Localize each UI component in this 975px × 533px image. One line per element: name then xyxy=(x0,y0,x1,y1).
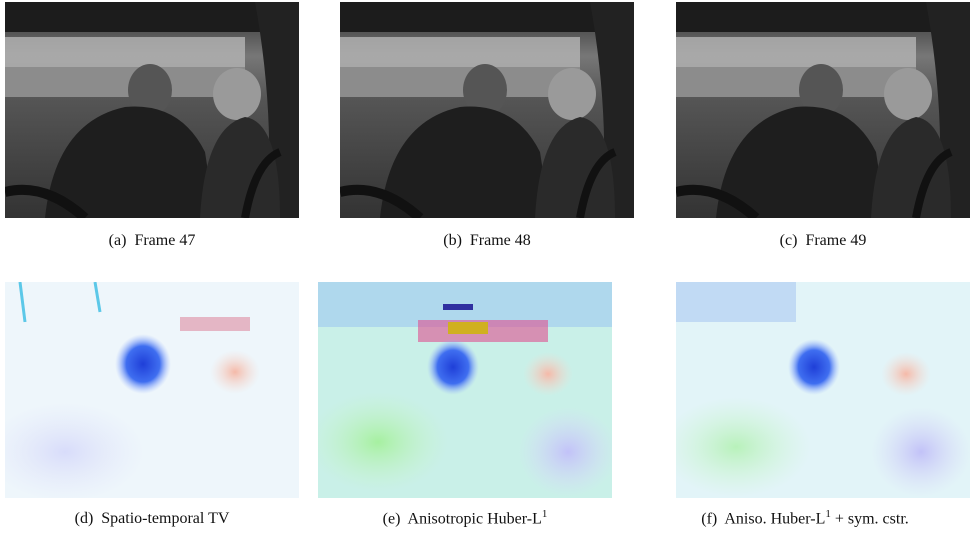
caption-label: (c) xyxy=(780,232,798,249)
frame-image xyxy=(5,2,299,218)
caption-text: Anisotropic Huber-L xyxy=(408,510,542,527)
caption-superscript: 1 xyxy=(825,508,831,520)
caption: (f) Aniso. Huber-L1 + sym. cstr. xyxy=(635,508,975,528)
frame-image xyxy=(676,2,970,218)
flow-image xyxy=(318,282,612,498)
caption: (e) Anisotropic Huber-L1 xyxy=(295,508,635,528)
caption-text: Spatio-temporal TV xyxy=(101,510,229,527)
caption-text: Frame 47 xyxy=(134,232,195,249)
frame-image xyxy=(340,2,634,218)
flow-image xyxy=(676,282,970,498)
caption: (b) Frame 48 xyxy=(317,232,657,250)
caption-label: (d) xyxy=(75,510,94,527)
caption-text: + sym. cstr. xyxy=(835,510,909,527)
caption-label: (f) xyxy=(701,510,717,527)
caption-label: (e) xyxy=(383,510,401,527)
flow-image xyxy=(5,282,299,498)
caption-text: Frame 49 xyxy=(805,232,866,249)
caption: (a) Frame 47 xyxy=(0,232,322,250)
caption-label: (b) xyxy=(443,232,462,249)
caption: (d) Spatio-temporal TV xyxy=(0,510,322,528)
caption: (c) Frame 49 xyxy=(653,232,975,250)
caption-text: Frame 48 xyxy=(470,232,531,249)
caption-label: (a) xyxy=(109,232,127,249)
figure: (a) Frame 47 (b) Frame 48 (c) Frame 49 (… xyxy=(0,0,975,533)
caption-superscript: 1 xyxy=(542,508,548,520)
caption-text: Aniso. Huber-L xyxy=(724,510,825,527)
